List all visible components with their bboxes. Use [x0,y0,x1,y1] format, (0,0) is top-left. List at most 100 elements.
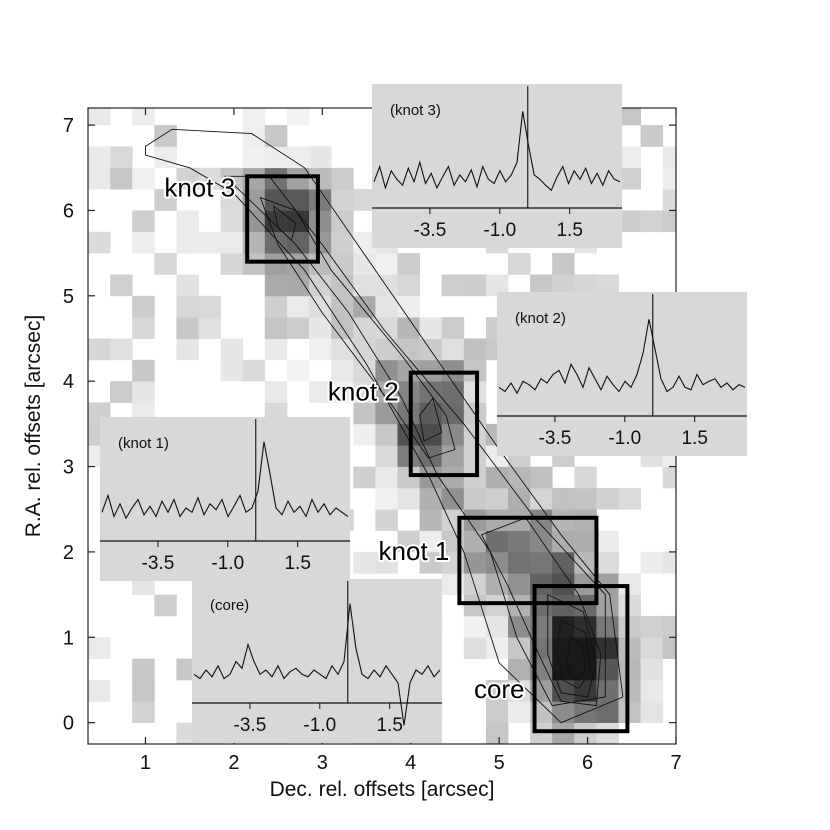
heatmap-pixel [574,680,597,702]
heatmap-pixel [485,466,509,489]
heatmap-pixel [397,338,420,361]
heatmap-pixel [242,125,266,147]
heatmap-pixel [618,658,641,681]
heatmap-pixel [110,381,133,403]
heatmap-pixel [596,680,619,702]
inset-tick-label: -3.5 [414,220,447,241]
heatmap-pixel [552,701,575,723]
inset-spectrum-line [193,603,441,726]
heatmap-pixel [552,551,575,574]
heatmap-pixel [375,487,398,510]
heatmap-pixel [618,167,641,190]
region-box-core [532,584,630,734]
heatmap-pixel [397,274,420,297]
y-tick-label: 3 [63,457,74,479]
inset-tick-label: -1.0 [483,220,516,241]
heatmap-pixel [508,615,531,638]
heatmap-pixel [286,189,310,211]
heatmap-pixel [110,274,133,297]
inset-tick-label: -1.0 [303,715,336,736]
heatmap-pixel [441,381,465,403]
heatmap-pixel [198,167,221,190]
heatmap-pixel [463,594,487,617]
heatmap-pixel [154,594,177,617]
heatmap-pixel [132,210,155,233]
heatmap-pixel [132,295,155,318]
heatmap-pixel [132,359,155,382]
y-axis-label: R.A. rel. offsets [arcsec] [22,315,45,538]
inset-background [192,579,442,743]
heatmap-pixel [463,487,487,510]
heatmap-pixel [198,295,221,318]
heatmap-pixel [508,701,531,723]
heatmap-pixel [463,274,487,297]
heatmap-pixel [309,338,332,361]
heatmap-pixel [441,466,465,489]
heatmap-pixel [552,722,575,744]
heatmap-pixel [331,210,354,233]
heatmap-pixel [331,338,354,361]
heatmap-pixel [220,167,244,190]
heatmap-pixel [485,680,509,702]
heatmap-pixel [640,701,664,723]
heatmap-pixel [441,423,465,446]
inset-tick-label: -1.0 [608,428,641,449]
heatmap-pixel [264,317,288,339]
inset-background [497,292,747,456]
contour-level-4 [480,517,602,707]
contour-level-9 [419,397,443,442]
heatmap-pixel [508,551,531,574]
heatmap-pixel [419,487,443,510]
inset-tick-label: -3.5 [234,715,267,736]
heatmap-pixel [88,231,111,254]
heatmap-pixel [176,317,199,339]
heatmap-pixel [640,125,664,147]
heatmap-pixel [463,637,487,659]
heatmap-pixel [154,189,177,211]
inset-knot-3: (knot 3) -3.5 -1.0 1.5 [372,84,622,248]
heatmap-pixel [441,445,465,467]
heatmap-pixel [286,210,310,233]
heatmap-pixel [618,680,641,702]
y-tick-label: 7 [63,115,74,137]
heatmap-pixel [574,530,597,553]
inset-tick-label: 1.5 [284,553,310,574]
heatmap-pixel [353,381,376,403]
heatmap-pixel [176,274,199,297]
heatmap-pixel [264,210,288,233]
heatmap-pixel [419,530,443,553]
heatmap-pixel [662,167,676,190]
heatmap-pixel [397,295,420,318]
y-tick-label: 2 [63,542,74,564]
heatmap-pixel [331,381,354,403]
y-tick-label: 5 [63,286,74,308]
inset-tick-label: -3.5 [142,553,175,574]
heatmap-pixel [618,210,641,233]
region-boxes: knot 3 knot 2 knot 1 core [162,170,630,734]
heatmap-pixel [88,637,111,659]
heatmap-pixel [463,615,487,638]
inset-title: (knot 2) [515,310,566,327]
heatmap-pixel [552,509,575,531]
heatmap-pixel [508,680,531,702]
heatmap-pixel [552,637,575,659]
heatmap-pixel [618,108,641,126]
region-label-knot-3: knot 3 [164,172,235,202]
heatmap-pixel [176,167,199,190]
heatmap-pixel [286,231,310,254]
inset-tick-label: -3.5 [539,428,572,449]
x-tick-label: 5 [494,752,505,774]
heatmap-pixel [574,722,597,744]
heatmap-pixel [485,487,509,510]
heatmap-pixel [485,530,509,553]
heatmap-pixel [375,445,398,467]
heatmap-pixel [508,658,531,681]
heatmap-pixel [198,231,221,254]
contour-level-8 [273,205,297,242]
heatmap-pixel [552,680,575,702]
heatmap-pixel [640,210,664,233]
heatmap-pixel [463,573,487,595]
heatmap-pixel [375,466,398,489]
heatmap-pixel [485,274,509,297]
heatmap-pixel [640,637,664,659]
